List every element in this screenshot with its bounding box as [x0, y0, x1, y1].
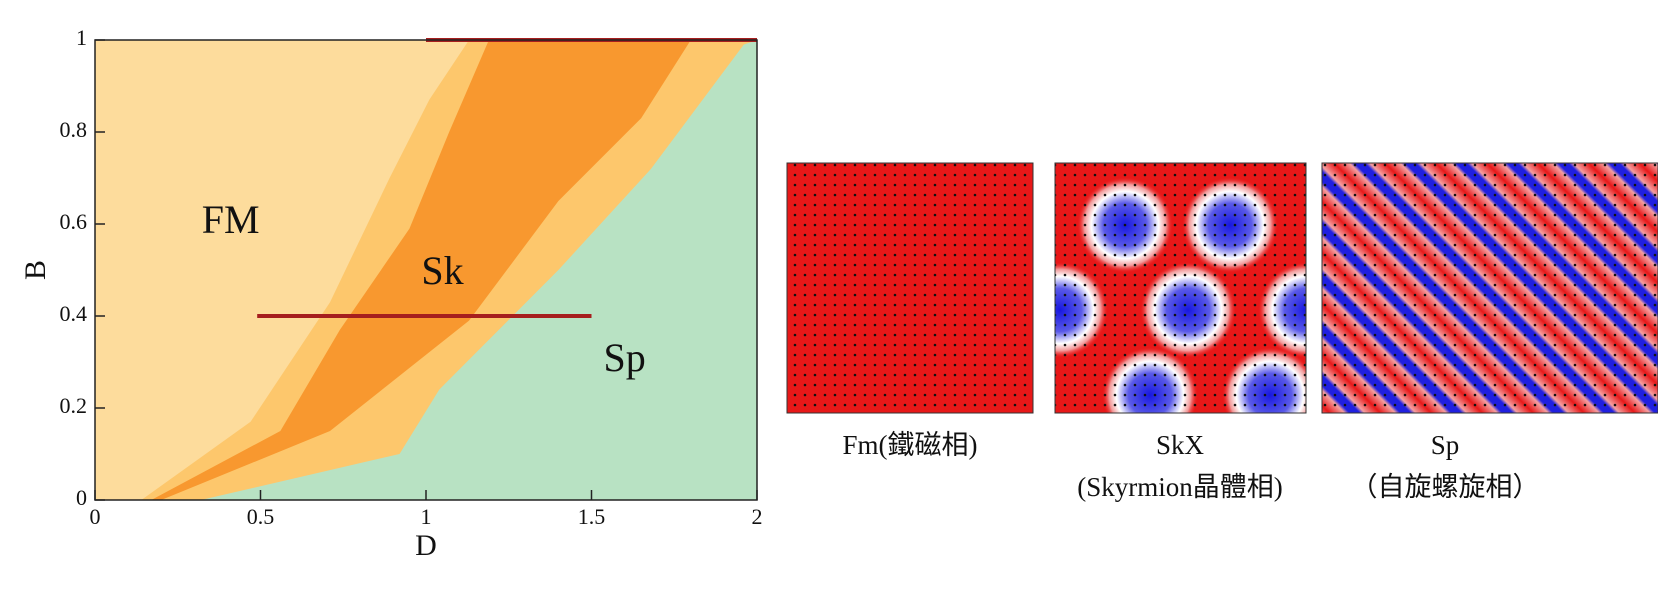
y-tick-label: 0: [76, 485, 87, 510]
panel-captions: Fm(鐵磁相) SkX (Skyrmion晶體相) Sp （自旋螺旋相）: [843, 430, 1540, 502]
region-label: Sp: [603, 335, 645, 380]
x-axis-label: D: [415, 529, 437, 562]
y-tick-label: 0.6: [60, 209, 88, 234]
panel-label: SkX: [1156, 430, 1205, 460]
y-axis-label: B: [19, 260, 52, 280]
panel-label: Sp: [1431, 430, 1460, 460]
panel-label: Fm(鐵磁相): [843, 430, 978, 460]
x-tick-label: 0: [90, 504, 101, 529]
panel-sublabel: （自旋螺旋相）: [1351, 472, 1540, 502]
region-label: FM: [202, 197, 260, 242]
y-tick-label: 0.4: [60, 301, 88, 326]
x-tick-label: 0.5: [247, 504, 275, 529]
texture-panels: [787, 163, 1658, 443]
panel-sublabel: (Skyrmion晶體相): [1077, 472, 1283, 502]
x-tick-label: 1: [421, 504, 432, 529]
region-label: Sk: [421, 248, 463, 293]
x-tick-label: 1.5: [578, 504, 606, 529]
y-tick-label: 0.8: [60, 117, 88, 142]
skx-arrows: [1055, 163, 1306, 413]
skx-texture: [1012, 163, 1354, 443]
sp-arrows: [1322, 163, 1658, 413]
y-tick-label: 0.2: [60, 393, 88, 418]
y-tick-label: 1: [76, 25, 87, 50]
x-tick-label: 2: [752, 504, 763, 529]
page: 00.511.5200.20.40.60.81DBFMSkSp Fm(鐵磁相) …: [0, 0, 1658, 592]
fm-arrows: [787, 163, 1033, 413]
